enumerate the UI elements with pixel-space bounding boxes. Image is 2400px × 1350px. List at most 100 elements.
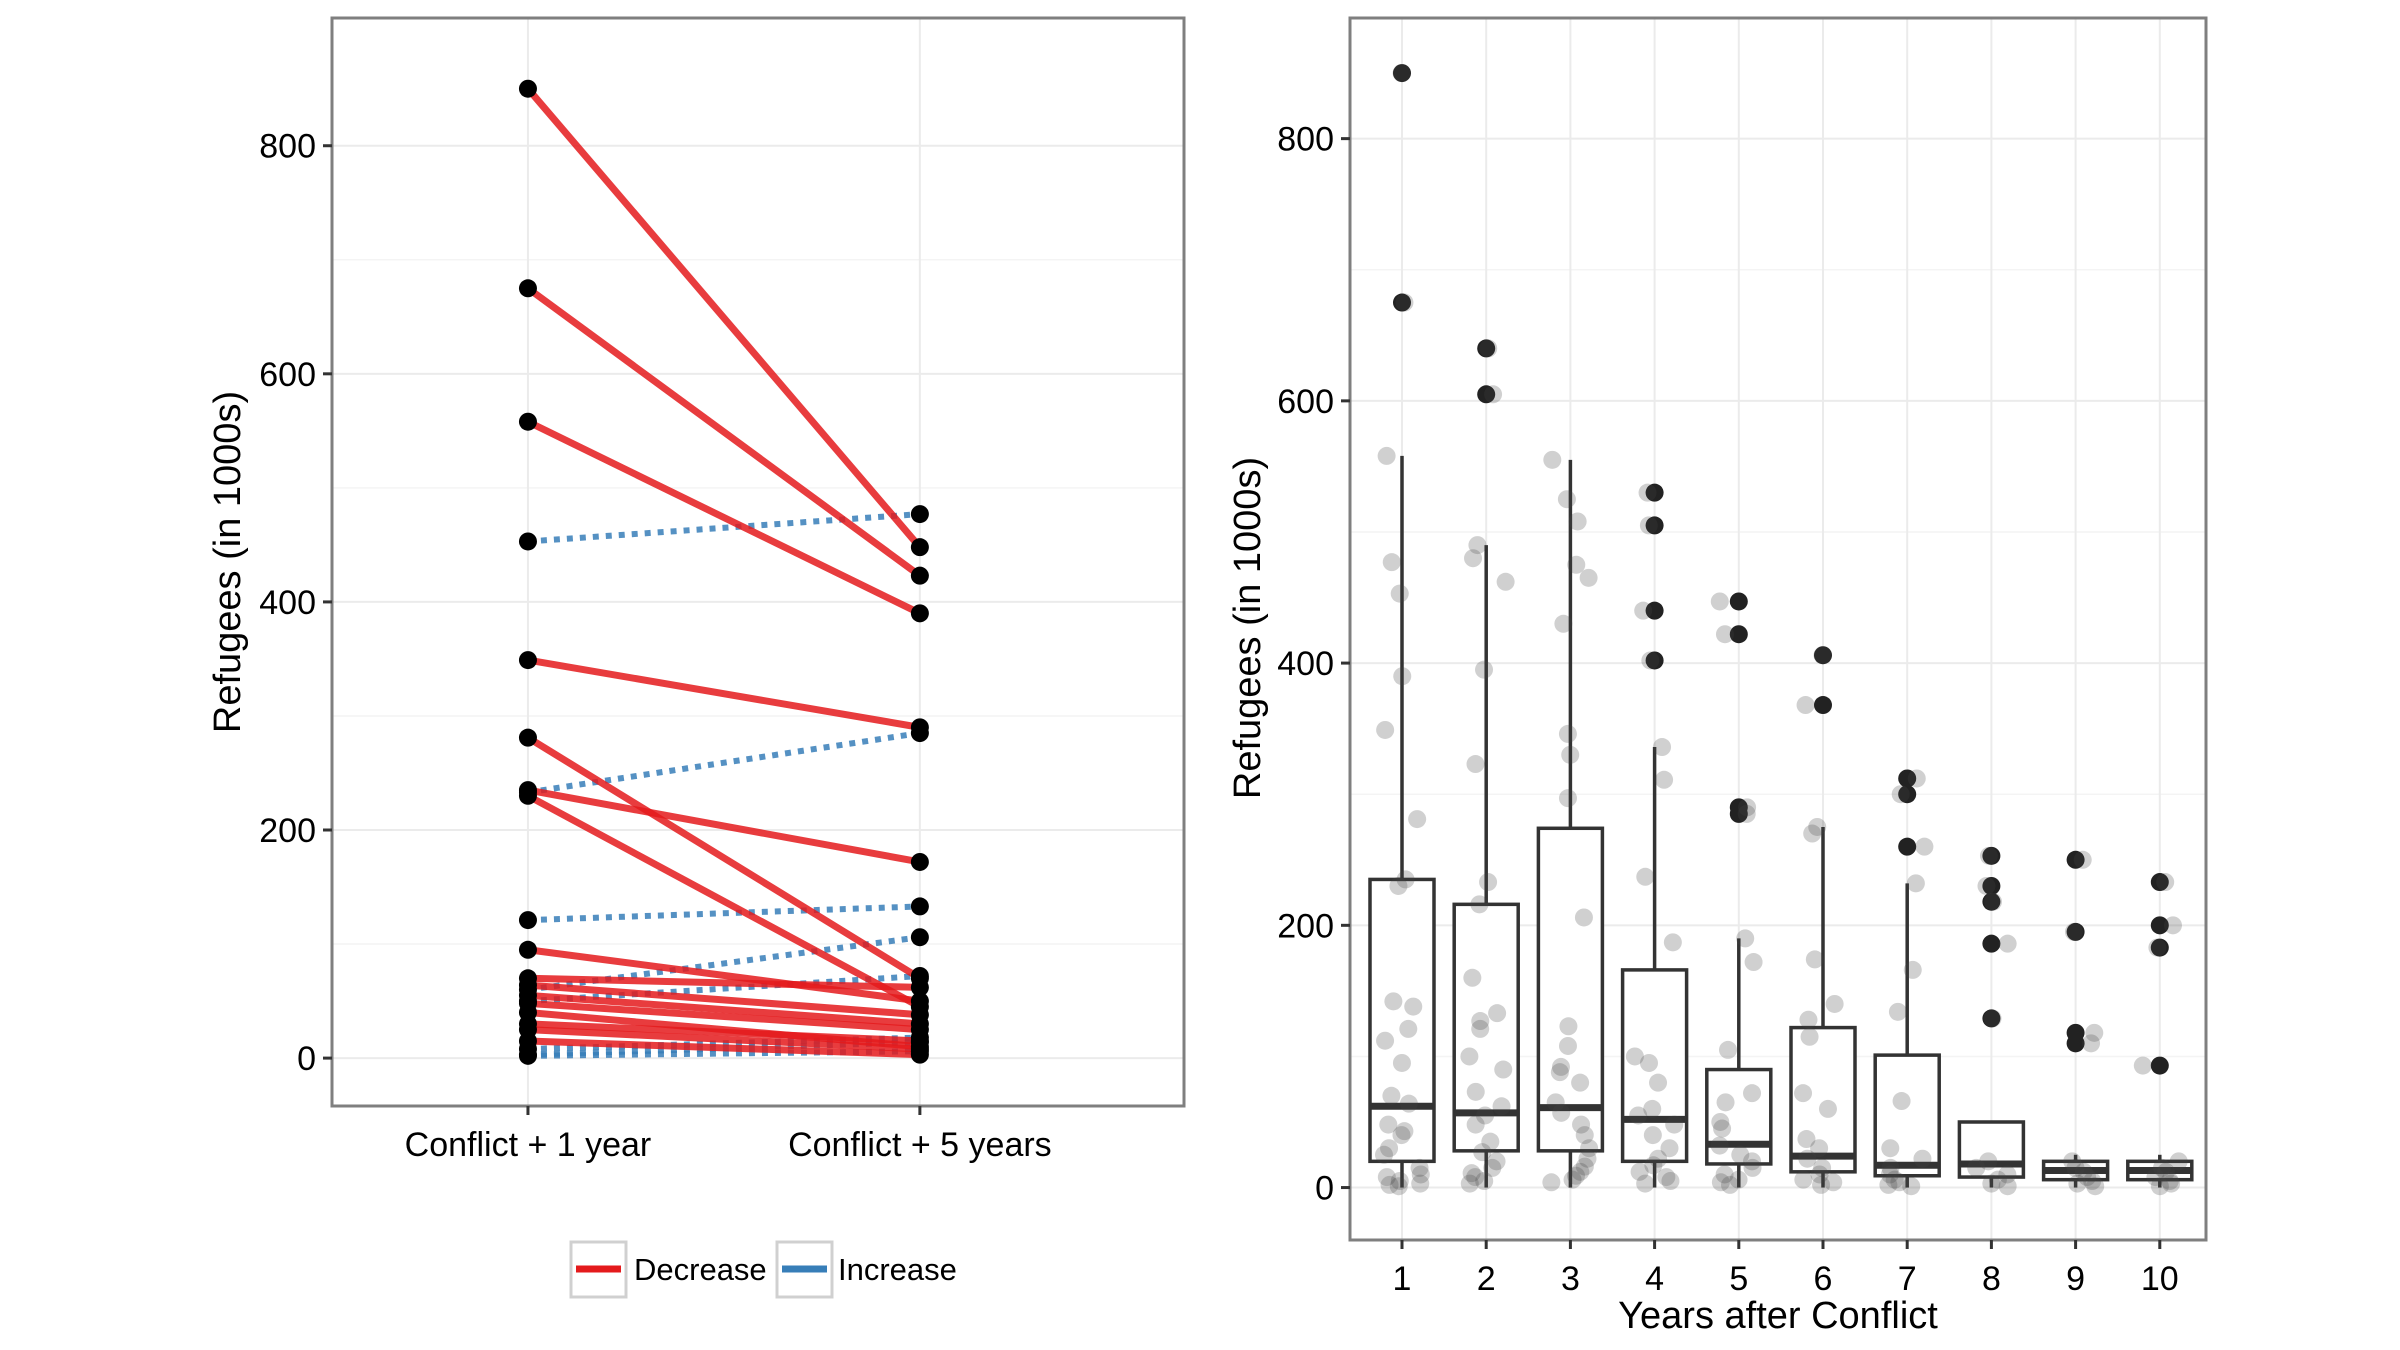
box-jitter-point	[2085, 1023, 2104, 1042]
slope-point-year5	[910, 604, 929, 623]
box-outlier	[2066, 922, 2085, 941]
box-outlier	[2066, 850, 2085, 869]
box-jitter-point	[1715, 1165, 1734, 1184]
slope-point-year1	[518, 940, 537, 959]
box-jitter-point	[1982, 1174, 2001, 1193]
decrease-line	[527, 786, 921, 866]
decrease-line	[527, 1026, 921, 1053]
box-x-tick-label: 7	[1898, 1260, 1917, 1298]
box-jitter-point	[1466, 755, 1485, 774]
box-jitter-point	[1665, 1115, 1684, 1134]
box-jitter-point	[1903, 960, 1922, 979]
box-jitter-point	[2066, 1158, 2085, 1177]
box-x-tick-label: 3	[1561, 1260, 1580, 1298]
box-outlier	[1729, 625, 1748, 644]
box-jitter-point	[1580, 1139, 1599, 1158]
box-outlier	[1898, 785, 1917, 804]
box-jitter-point	[1471, 1019, 1490, 1038]
decrease-line	[527, 974, 920, 991]
box-jitter-point	[1715, 625, 1734, 644]
box-jitter-point	[1464, 549, 1483, 568]
box-jitter-point	[1881, 1139, 1900, 1158]
slope-point-year5	[910, 852, 929, 871]
box-jitter-point	[1636, 1174, 1655, 1193]
box-jitter-point	[1568, 512, 1587, 531]
slope-x-tick-label: Conflict + 5 years	[788, 1126, 1052, 1164]
box-jitter-point	[1462, 1164, 1481, 1183]
box-jitter-point	[1660, 1139, 1679, 1158]
slope-y-tick-label: 400	[259, 584, 316, 622]
box-jitter-point	[1794, 1084, 1813, 1103]
box-jitter-point	[1575, 1157, 1594, 1176]
box-jitter-point	[1554, 614, 1573, 633]
increase-line	[527, 511, 921, 545]
box-jitter-point	[1892, 1092, 1911, 1111]
box-jitter-point	[1881, 1158, 1900, 1177]
box-outlier	[1982, 892, 2001, 911]
box-y-tick-label: 0	[1315, 1170, 1334, 1208]
box-jitter-point	[2148, 938, 2167, 957]
box-jitter-point	[1998, 1165, 2017, 1184]
slope-chart-points	[518, 79, 929, 1065]
box-outlier	[1645, 483, 1664, 502]
box-x-tick-label: 9	[2066, 1260, 2085, 1298]
box-outlier	[1898, 769, 1917, 788]
boxplot-panel-border	[1348, 16, 2208, 1242]
box-y-tick-label: 400	[1277, 645, 1334, 683]
box-jitter-point	[1571, 1073, 1590, 1092]
box-jitter-point	[1808, 817, 1827, 836]
box-jitter-point	[1744, 953, 1763, 972]
box-jitter-point	[1888, 1002, 1907, 1021]
box-jitter-point	[1983, 892, 2002, 911]
box-jitter-point	[1890, 1173, 1909, 1192]
box-jitter-point	[2160, 1171, 2179, 1190]
box-x-tick-label: 2	[1477, 1260, 1496, 1298]
box-jitter-point	[1579, 568, 1598, 587]
decrease-line	[527, 981, 921, 1019]
decrease-line	[527, 946, 921, 1005]
box-jitter-point	[2146, 1168, 2165, 1187]
box-jitter-point	[1384, 992, 1403, 1011]
slope-chart-panel-border	[330, 16, 1186, 1108]
box-jitter-point	[1408, 810, 1427, 829]
box-jitter-point	[1561, 745, 1580, 764]
box-jitter-point	[1736, 929, 1755, 948]
box-jitter-point	[1879, 1175, 1898, 1194]
box-outlier	[1982, 876, 2001, 895]
box-jitter-point	[1716, 1093, 1735, 1112]
box-jitter-point	[1800, 1027, 1819, 1046]
box-jitter-point	[1720, 1175, 1739, 1194]
legend: Decrease Increase	[569, 1240, 957, 1299]
box-jitter-point	[1979, 1152, 1998, 1171]
box-outlier	[2150, 873, 2169, 892]
box-jitter-point	[1463, 968, 1482, 987]
box-jitter-point	[1738, 798, 1757, 817]
box-jitter-point	[1376, 1031, 1395, 1050]
box-jitter-point	[1663, 933, 1682, 952]
box-jitter-point	[1392, 64, 1411, 83]
box-iqr	[1368, 877, 1436, 1164]
slope-chart-plot-area	[332, 18, 1184, 1106]
slope-chart-y-axis-title: Refugees (in 1000s)	[207, 391, 249, 733]
increase-line	[527, 730, 921, 796]
box-jitter-point	[1737, 804, 1756, 823]
box-outlier	[2150, 1056, 2169, 1075]
decrease-line	[527, 656, 921, 731]
slope-x-tick-label: Conflict + 1 year	[405, 1126, 652, 1164]
box-jitter-point	[1558, 1036, 1577, 1055]
box-outlier	[1982, 846, 2001, 865]
slope-point-year1	[518, 783, 537, 802]
box-jitter-point	[1460, 1047, 1479, 1066]
box-jitter-point	[1392, 1126, 1411, 1145]
box-jitter-point	[1377, 446, 1396, 465]
box-jitter-point	[1825, 994, 1844, 1013]
box-outlier	[1729, 798, 1748, 817]
box-x-tick-label: 10	[2141, 1260, 2179, 1298]
box-jitter-point	[1389, 1177, 1408, 1196]
box-iqr	[1705, 1067, 1773, 1166]
box-jitter-point	[1476, 1106, 1495, 1125]
box-jitter-point	[1810, 1139, 1829, 1158]
box-jitter-point	[1574, 908, 1593, 927]
